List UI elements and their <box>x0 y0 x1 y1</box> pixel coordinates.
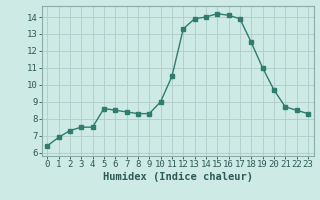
X-axis label: Humidex (Indice chaleur): Humidex (Indice chaleur) <box>103 172 252 182</box>
